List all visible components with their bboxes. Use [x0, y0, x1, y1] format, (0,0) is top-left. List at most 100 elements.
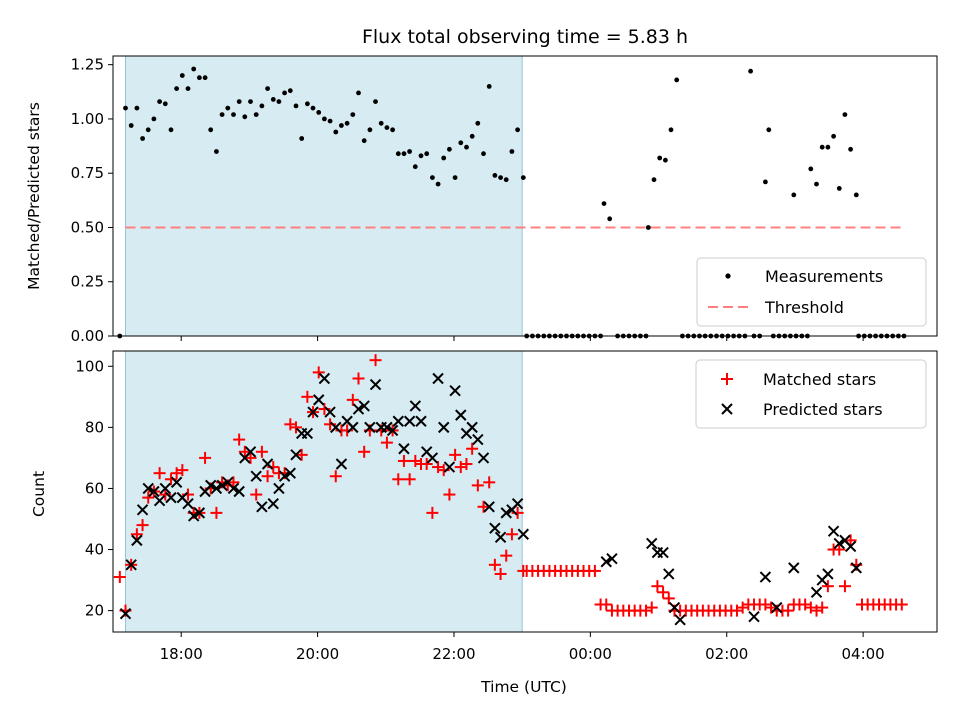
count-x-axis: 18:00 20:00 22:00 00:00 02:00 04:00	[160, 632, 885, 663]
measurement-point	[748, 68, 753, 74]
matched-star-marker	[821, 580, 834, 593]
x-tick-label: 02:00	[705, 645, 748, 663]
measurement-point	[763, 179, 768, 185]
measurement-point	[316, 110, 322, 115]
measurement-point	[197, 75, 202, 81]
matched-star-marker	[130, 528, 143, 541]
measurement-point	[202, 75, 208, 81]
legend-label-threshold: Threshold	[764, 298, 844, 317]
predicted-star-marker	[386, 424, 399, 437]
predicted-star-marker	[674, 614, 686, 626]
count-legend-box	[695, 359, 927, 429]
matched-star-marker	[488, 558, 501, 571]
predicted-star-marker	[403, 415, 416, 427]
predicted-star-marker	[844, 540, 857, 553]
measurement-point	[305, 101, 310, 107]
matched-star-marker	[895, 598, 908, 611]
predicted-star-marker	[810, 586, 823, 599]
measurement-point	[214, 149, 219, 154]
legend-marker-matched	[721, 373, 733, 385]
predicted-star-marker	[646, 537, 658, 550]
matched-star-marker	[505, 528, 518, 541]
predicted-star-marker	[165, 491, 177, 504]
measurement-point	[248, 99, 253, 104]
measurement-point	[424, 151, 430, 157]
matched-star-marker	[426, 506, 439, 519]
predicted-star-marker	[443, 461, 456, 473]
measurement-point	[282, 90, 287, 96]
measurement-point	[645, 225, 651, 230]
predicted-star-marker	[788, 562, 800, 574]
predicted-star-marker	[267, 498, 279, 510]
predicted-star-marker	[392, 415, 404, 427]
measurement-point	[401, 151, 407, 157]
matched-star-marker	[176, 464, 189, 477]
y-tick-label: 0.25	[71, 273, 104, 291]
measurement-point	[435, 181, 441, 187]
matched-star-marker	[312, 366, 325, 379]
predicted-star-marker	[358, 400, 370, 412]
matched-star-marker	[346, 393, 359, 406]
measurement-point	[134, 105, 140, 111]
measurement-point	[373, 99, 378, 104]
matched-star-marker	[301, 390, 314, 403]
ratio-panel: 0.00 0.25 0.50 0.75 1.00 1.25	[71, 55, 938, 345]
measurement-point	[842, 112, 848, 117]
measurement-point	[168, 127, 174, 133]
matched-star-marker	[250, 488, 263, 501]
y-tick-label: 1.25	[71, 56, 104, 74]
predicted-star-marker	[153, 494, 166, 507]
observing-window-span	[125, 55, 523, 337]
matched-star-marker	[403, 473, 416, 486]
measurement-point	[447, 146, 452, 152]
legend-label-matched: Matched stars	[763, 370, 876, 389]
measurement-point	[458, 140, 464, 146]
predicted-star-marker	[657, 546, 669, 559]
matched-stars-points	[113, 354, 908, 617]
count-panel: 20 40 60 80 100 18:00 20:00 22:00 00:00 02:00 04:…	[75, 350, 938, 663]
predicted-star-marker	[131, 534, 143, 547]
matched-star-marker	[833, 543, 846, 556]
measurement-point	[412, 164, 418, 170]
legend-marker-predicted	[721, 403, 733, 415]
predicted-star-marker	[170, 476, 183, 489]
ratio-legend-box	[696, 257, 927, 327]
predicted-star-marker	[759, 571, 772, 583]
predicted-star-marker	[290, 449, 302, 461]
matched-star-marker	[471, 479, 484, 492]
measurement-point	[848, 146, 853, 152]
measurement-point	[836, 186, 842, 191]
predicted-star-marker	[273, 482, 285, 495]
matched-star-marker	[244, 451, 257, 464]
predicted-star-marker	[381, 421, 393, 434]
ratio-y-axis-label: Matched/Predicted stars	[25, 102, 43, 290]
predicted-star-marker	[663, 568, 675, 580]
matched-star-marker	[651, 580, 664, 593]
predicted-star-marker	[205, 479, 217, 492]
predicted-star-marker	[606, 552, 618, 565]
legend-label-predicted: Predicted stars	[763, 400, 883, 419]
matched-star-marker	[295, 448, 308, 461]
predicted-star-marker	[159, 482, 171, 495]
predicted-star-marker	[409, 400, 422, 412]
measurement-point	[663, 157, 668, 163]
predicted-star-marker	[244, 446, 257, 458]
matched-star-marker	[380, 436, 393, 449]
measurement-point	[339, 123, 344, 128]
measurement-point	[242, 114, 248, 120]
matched-star-marker	[838, 580, 851, 593]
predicted-star-marker	[278, 470, 291, 482]
matched-star-marker	[153, 467, 166, 480]
predicted-star-marker	[318, 372, 331, 385]
x-axis-label: Time (UTC)	[480, 678, 567, 696]
y-tick-label: 40	[85, 541, 104, 559]
matched-star-marker	[420, 458, 433, 471]
predicted-star-marker	[335, 458, 348, 470]
predicted-star-marker	[227, 482, 240, 495]
measurement-point	[191, 66, 197, 72]
predicted-stars-points	[119, 372, 863, 626]
measurement-point	[293, 103, 299, 109]
predicted-star-marker	[261, 458, 274, 470]
predicted-star-marker	[324, 406, 336, 418]
